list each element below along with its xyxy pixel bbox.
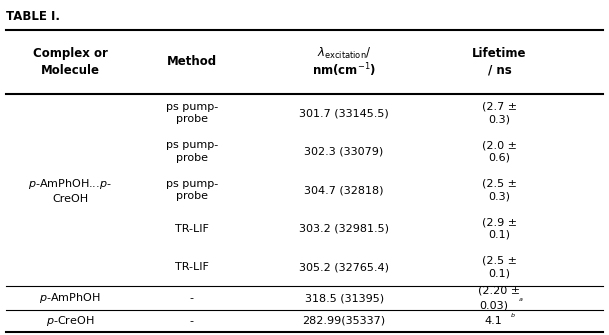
Text: ps pump-
probe: ps pump- probe xyxy=(166,179,218,201)
Text: TR-LIF: TR-LIF xyxy=(175,224,209,233)
Text: TR-LIF: TR-LIF xyxy=(175,262,209,272)
Text: Molecule: Molecule xyxy=(41,64,99,77)
Text: (2.7 ±
0.3): (2.7 ± 0.3) xyxy=(482,102,517,124)
Text: (2.5 ±
0.3): (2.5 ± 0.3) xyxy=(482,179,517,201)
Text: $^{b}$: $^{b}$ xyxy=(510,312,516,321)
Text: $p$-AmPhOH: $p$-AmPhOH xyxy=(40,291,100,305)
Text: Complex or: Complex or xyxy=(33,47,107,60)
Text: 282.99(35337): 282.99(35337) xyxy=(303,316,385,326)
Text: ps pump-
probe: ps pump- probe xyxy=(166,140,218,163)
Text: TABLE I.: TABLE I. xyxy=(6,10,60,23)
Text: 4.1: 4.1 xyxy=(484,316,502,326)
Text: $\lambda_{\mathrm{excitation}}/$: $\lambda_{\mathrm{excitation}}/$ xyxy=(317,46,371,61)
Text: Lifetime: Lifetime xyxy=(472,47,527,60)
Text: 318.5 (31395): 318.5 (31395) xyxy=(304,293,384,303)
Text: 302.3 (33079): 302.3 (33079) xyxy=(304,147,384,156)
Text: 305.2 (32765.4): 305.2 (32765.4) xyxy=(299,262,389,272)
Text: $^{a}$: $^{a}$ xyxy=(518,297,524,306)
Text: (2.5 ±
0.1): (2.5 ± 0.1) xyxy=(482,256,517,278)
Text: $p$-CreOH: $p$-CreOH xyxy=(46,314,94,328)
Text: (2.20 ±: (2.20 ± xyxy=(478,286,521,296)
Text: Method: Method xyxy=(167,56,217,68)
Text: 0.03): 0.03) xyxy=(479,300,508,311)
Text: $p$-AmPhOH...$p$-
CreOH: $p$-AmPhOH...$p$- CreOH xyxy=(28,177,112,204)
Text: nm(cm$^{-1}$): nm(cm$^{-1}$) xyxy=(312,62,376,79)
Text: (2.0 ±
0.6): (2.0 ± 0.6) xyxy=(482,140,517,163)
Text: (2.9 ±
0.1): (2.9 ± 0.1) xyxy=(482,217,517,240)
Text: 301.7 (33145.5): 301.7 (33145.5) xyxy=(299,108,389,118)
Text: ps pump-
probe: ps pump- probe xyxy=(166,102,218,124)
Text: 303.2 (32981.5): 303.2 (32981.5) xyxy=(299,224,389,233)
Text: / ns: / ns xyxy=(488,64,511,77)
Text: 304.7 (32818): 304.7 (32818) xyxy=(304,185,384,195)
Text: -: - xyxy=(190,293,194,303)
Text: -: - xyxy=(190,316,194,326)
